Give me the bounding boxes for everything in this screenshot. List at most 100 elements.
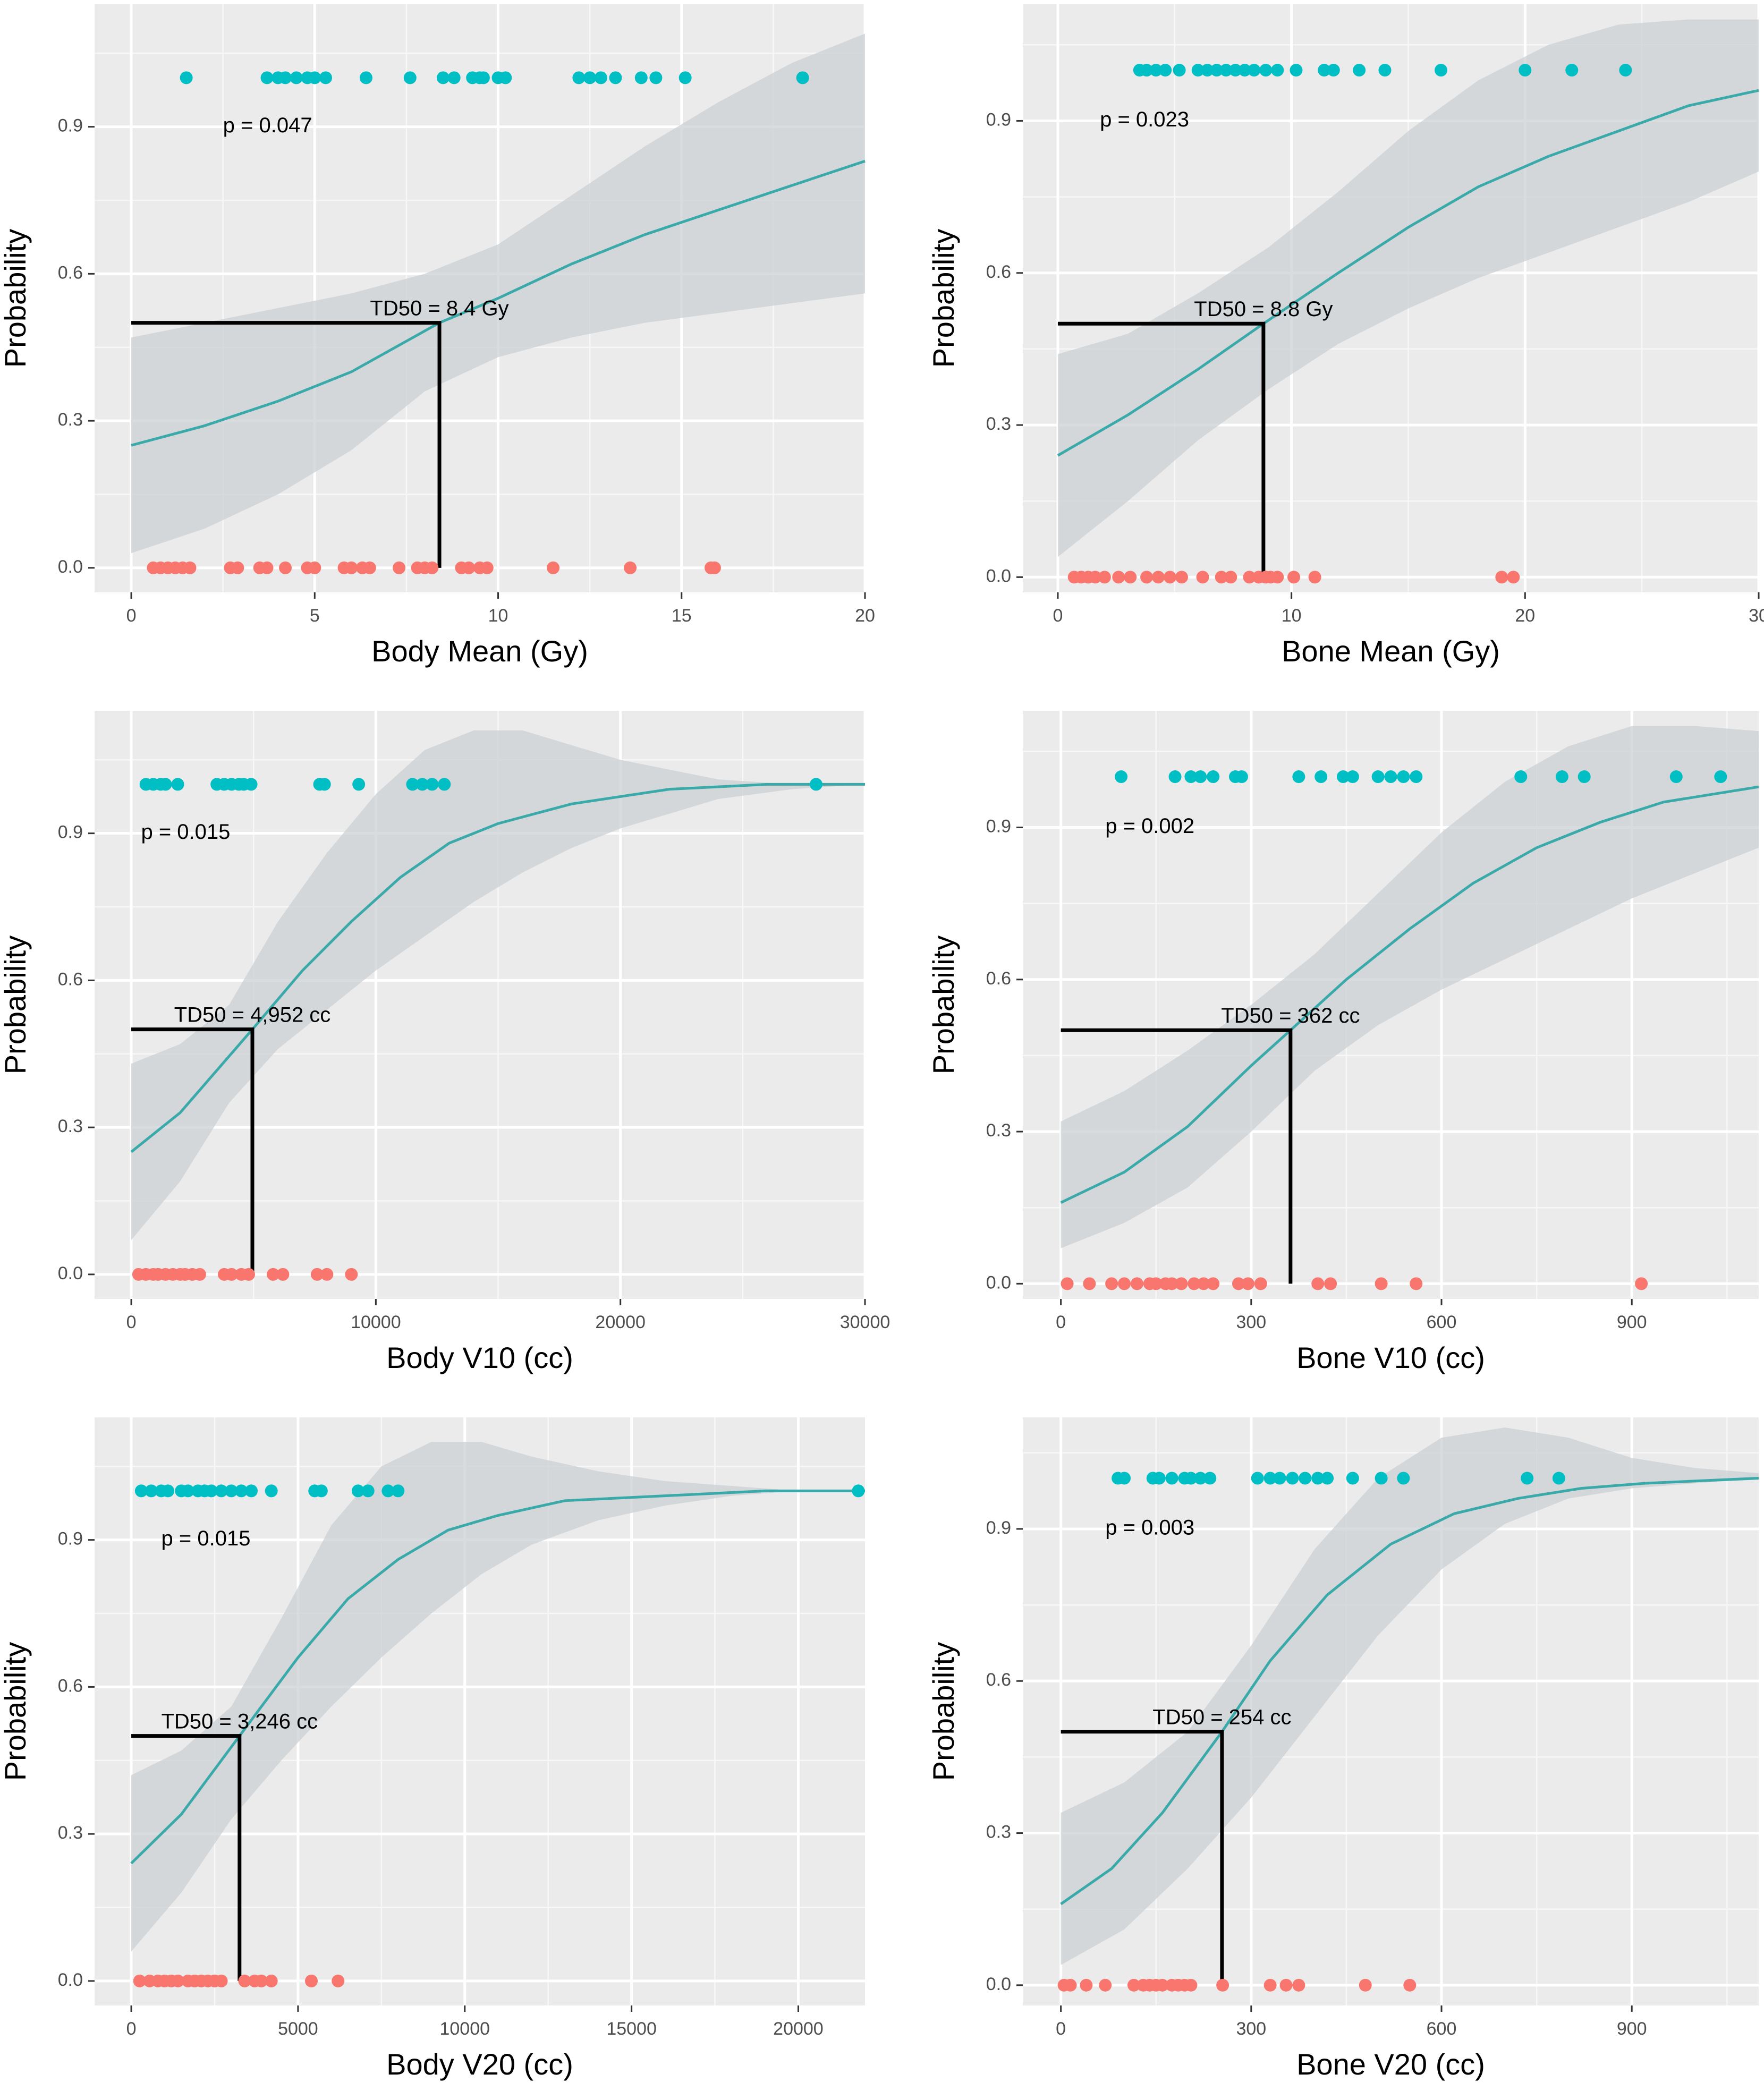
no-event-point — [1197, 1277, 1210, 1290]
event-point — [215, 1484, 228, 1498]
no-event-point — [305, 1974, 318, 1987]
no-event-point — [1279, 1978, 1293, 1992]
event-point — [1578, 770, 1591, 784]
no-event-point — [193, 1268, 206, 1281]
event-point — [415, 778, 429, 791]
x-tick-label: 0 — [1056, 2019, 1066, 2039]
event-point — [1292, 770, 1305, 784]
event-point — [308, 71, 321, 84]
td50-label: TD50 = 3,246 cc — [161, 1710, 318, 1733]
event-point — [477, 71, 490, 84]
x-axis-title: Bone V20 (cc) — [1296, 2047, 1485, 2081]
td50-guide — [1061, 1730, 1224, 1985]
no-event-point — [1105, 1277, 1118, 1290]
y-axis-title: Probability — [927, 229, 960, 368]
event-point — [162, 1484, 175, 1498]
x-tick-label: 10 — [1282, 606, 1302, 626]
no-event-point — [267, 1268, 280, 1281]
event-point — [1375, 1472, 1388, 1485]
no-event-point — [1188, 1277, 1201, 1290]
no-event-point — [1359, 1978, 1372, 1992]
y-tick-label: 0.3 — [58, 1823, 83, 1843]
no-event-point — [1308, 571, 1321, 584]
chart-panel-6: p = 0.003 TD50 = 254 cc 0 300 600 900 0.0 0.3 0.… — [927, 1417, 1759, 2081]
x-tick-label: 300 — [1236, 2019, 1266, 2039]
no-event-point — [1403, 1978, 1417, 1992]
x-tick-label: 5 — [310, 606, 320, 626]
event-point — [351, 1484, 364, 1498]
no-event-point — [345, 561, 358, 574]
no-event-point — [265, 1974, 278, 1987]
event-point — [1619, 64, 1632, 77]
no-event-point — [345, 1268, 358, 1281]
no-event-point — [1232, 1277, 1245, 1290]
no-event-point — [426, 561, 439, 574]
event-point — [583, 71, 597, 84]
event-point — [1273, 1472, 1286, 1485]
x-tick-label: 600 — [1427, 2019, 1457, 2039]
no-event-point — [1064, 1978, 1077, 1992]
no-event-point — [225, 1268, 238, 1281]
event-point — [180, 71, 193, 84]
event-point — [436, 71, 450, 84]
fit-curve — [1060, 1477, 1759, 1906]
no-event-point — [708, 561, 721, 574]
no-event-point — [1175, 1277, 1188, 1290]
event-point — [181, 1484, 194, 1498]
x-tick-label: 0 — [126, 606, 137, 626]
event-point — [609, 71, 622, 84]
event-point — [1346, 770, 1359, 784]
x-tick-label: 300 — [1236, 1312, 1266, 1332]
event-point — [1321, 1472, 1334, 1485]
no-event-point — [1098, 571, 1111, 584]
no-event-point — [276, 1268, 290, 1281]
x-tick-label: 30000 — [840, 1312, 891, 1332]
fit-curve — [1060, 785, 1759, 1204]
no-event-point — [1243, 571, 1256, 584]
event-point — [1115, 770, 1128, 784]
p-value-label: p = 0.015 — [141, 820, 230, 844]
td50-label: TD50 = 8.4 Gy — [370, 297, 508, 320]
event-point — [1336, 770, 1350, 784]
y-tick-label: 0.0 — [58, 557, 83, 577]
x-tick-label: 0 — [126, 1312, 137, 1332]
no-event-point — [462, 561, 476, 574]
event-point — [1519, 64, 1532, 77]
event-point — [1318, 64, 1331, 77]
event-point — [235, 1484, 248, 1498]
event-point — [1565, 64, 1579, 77]
event-point — [1235, 770, 1248, 784]
no-event-point — [1196, 571, 1209, 584]
td50-guide — [1061, 1028, 1293, 1284]
event-point — [426, 778, 439, 791]
no-event-point — [1061, 1277, 1074, 1290]
y-tick-label: 0.9 — [58, 116, 83, 136]
x-axis-title: Bone Mean (Gy) — [1282, 634, 1500, 668]
y-tick-label: 0.6 — [58, 262, 83, 283]
x-tick-label: 20 — [1515, 606, 1535, 626]
y-tick-label: 0.6 — [986, 1670, 1011, 1690]
x-tick-label: 0 — [126, 2019, 137, 2039]
event-point — [1290, 64, 1303, 77]
event-point — [1514, 770, 1528, 784]
td50-guide — [131, 1734, 242, 1981]
x-tick-label: 900 — [1617, 1312, 1647, 1332]
no-event-point — [1507, 571, 1520, 584]
event-point — [225, 1484, 238, 1498]
y-tick-label: 0.3 — [58, 1116, 83, 1136]
x-axis-title: Body Mean (Gy) — [371, 634, 588, 668]
confidence-band — [131, 730, 865, 1240]
chart-panel-2: p = 0.023 TD50 = 8.8 Gy 0 10 20 30 0.0 0.3 0.6 0.… — [927, 4, 1764, 668]
y-tick-label: 0.9 — [986, 816, 1011, 836]
no-event-point — [1118, 1277, 1131, 1290]
no-event-point — [1112, 571, 1125, 584]
event-point — [1173, 64, 1186, 77]
no-event-point — [1164, 571, 1176, 584]
event-point — [1165, 1472, 1178, 1485]
no-event-point — [1099, 1978, 1112, 1992]
confidence-band — [1061, 726, 1759, 1248]
y-tick-label: 0.0 — [986, 1272, 1011, 1293]
no-event-point — [215, 1974, 228, 1987]
event-point — [1184, 770, 1198, 784]
confidence-band — [1058, 19, 1759, 557]
